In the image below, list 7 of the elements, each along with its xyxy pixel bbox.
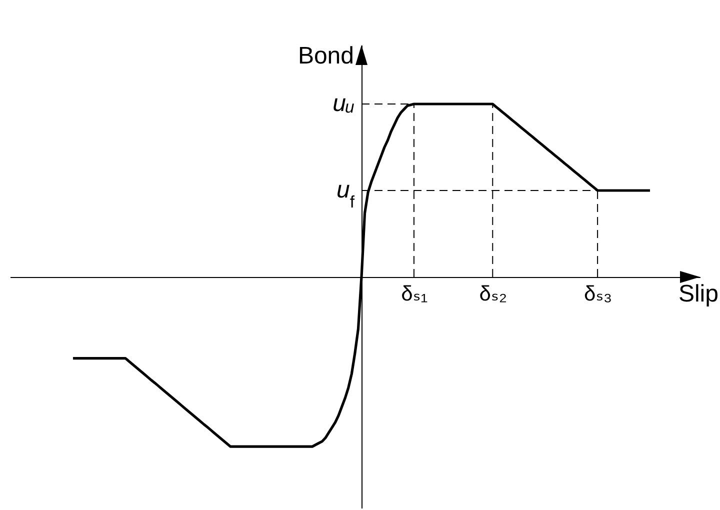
ref-line-label: uᵤ [332,90,354,117]
x-axis-title: Slip [678,280,718,308]
x-tick-label: δₛ₁ [401,282,428,306]
x-tick-label: δₛ₃ [584,282,612,306]
x-tick-label: δₛ₂ [479,282,507,306]
ref-line-label: u$_{f}$ [336,176,355,211]
y-axis-title: Bond [298,42,354,70]
